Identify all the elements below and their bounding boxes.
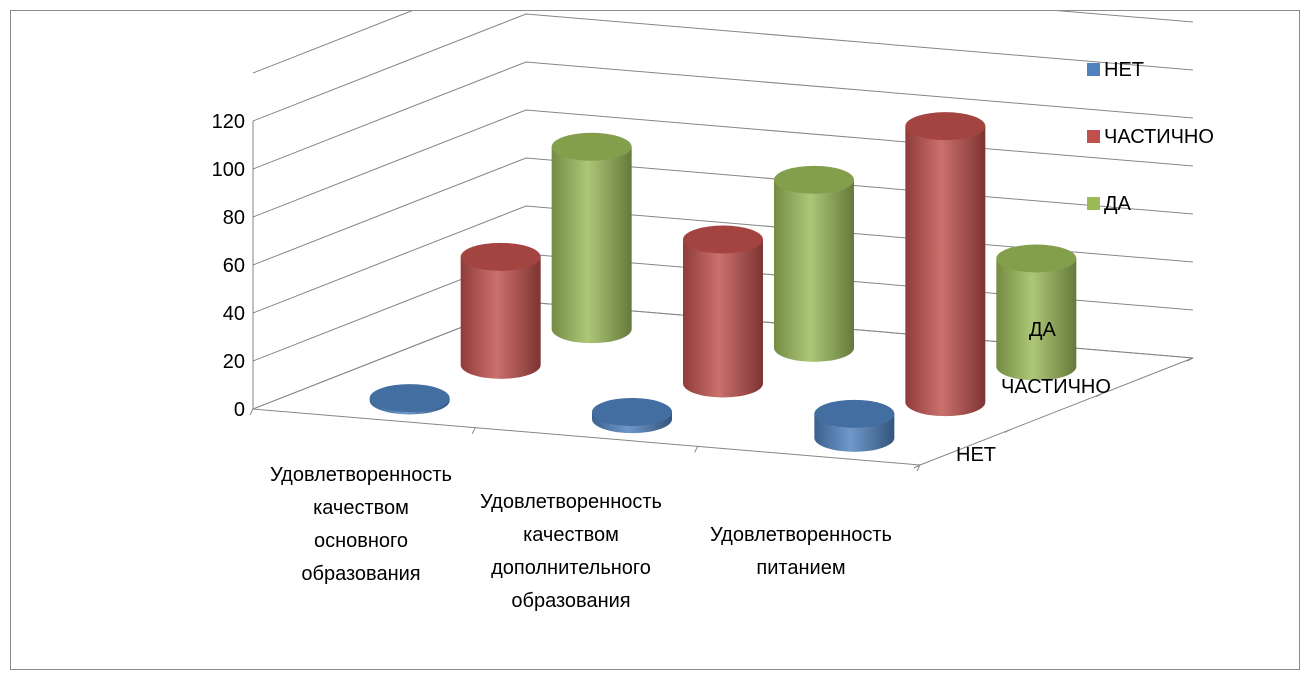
y-tick-label: 20 [223,351,245,373]
cylinder-ЧАСТИЧНО-2 [683,225,763,398]
chart-area: 0 20 40 60 80 100 120 Удовлетворенность качеств… [10,10,1300,670]
y-tick-label: 40 [223,303,245,325]
cylinder-НЕТ-3 [814,399,895,452]
gridline [252,61,1194,170]
depth-axis-labels: НЕТ ЧАСТИЧНО ДА [956,319,1111,466]
cylinder-ДА-1 [551,132,632,344]
legend-label: ЧАСТИЧНО [1104,126,1214,148]
category-labels: Удовлетворенность качеством основного образ… [270,464,892,612]
depth-label: ДА [1029,319,1057,341]
legend-swatch [1087,63,1100,76]
x-tick [249,408,254,416]
cylinder-ЧАСТИЧНО-3 [905,112,986,417]
cylinder-top [592,397,672,426]
legend-label: ДА [1104,193,1132,215]
cylinder-body [460,256,541,379]
gridlines [252,11,1194,410]
y-tick-label: 100 [212,159,245,181]
legend: НЕТ ЧАСТИЧНО ДА [1087,59,1214,215]
y-tick-label: 120 [212,111,245,133]
legend-label: НЕТ [1104,59,1144,81]
x-axis-line [252,408,921,466]
gridline [252,13,1194,122]
legend-swatch [1087,197,1100,210]
cylinder-body [996,258,1077,381]
cylinder-top [460,242,541,271]
cylinder-top [774,165,854,194]
cylinder-ЧАСТИЧНО-1 [460,242,541,379]
depth-label: ЧАСТИЧНО [1001,376,1111,398]
category-label: Удовлетворенность качеством основного образ… [270,464,452,585]
depth-tick [1186,357,1194,362]
depth-axis-line [919,357,1194,466]
cylinder-body [551,146,632,344]
depth-tick [1004,428,1012,433]
y-tick-label: 60 [223,255,245,277]
depth-label: НЕТ [956,444,996,466]
x-tick [916,464,921,472]
chart-3d-cylinders: 0 20 40 60 80 100 120 Удовлетворенность качеств… [212,11,1214,612]
cylinder-top [683,225,763,254]
x-tick [471,427,476,434]
category-label: Удовлетворенность качеством дополнительног… [480,491,662,612]
cylinder-body [774,179,854,362]
cylinder-НЕТ-2 [592,397,672,434]
cylinder-top [996,244,1077,273]
cylinders [369,112,1077,452]
cylinder-top [551,132,632,161]
y-axis-ticks: 0 20 40 60 80 100 120 [212,111,245,421]
cylinder-top [814,399,895,428]
wall-top-line [252,11,1194,74]
depth-tick [1095,393,1103,398]
cylinder-НЕТ-1 [369,384,450,415]
y-tick-label: 80 [223,207,245,229]
x-tick [694,446,699,453]
y-tick-label: 0 [234,399,245,421]
cylinder-body [905,126,986,417]
depth-tick [913,464,921,469]
category-label: Удовлетворенность питанием [710,524,892,579]
cylinder-top [905,112,986,141]
legend-swatch [1087,130,1100,143]
cylinder-body [683,239,763,398]
cylinder-ДА-2 [774,165,854,362]
gridline [252,109,1194,218]
cylinder-top [369,384,450,413]
cylinder-ДА-3 [996,244,1077,381]
